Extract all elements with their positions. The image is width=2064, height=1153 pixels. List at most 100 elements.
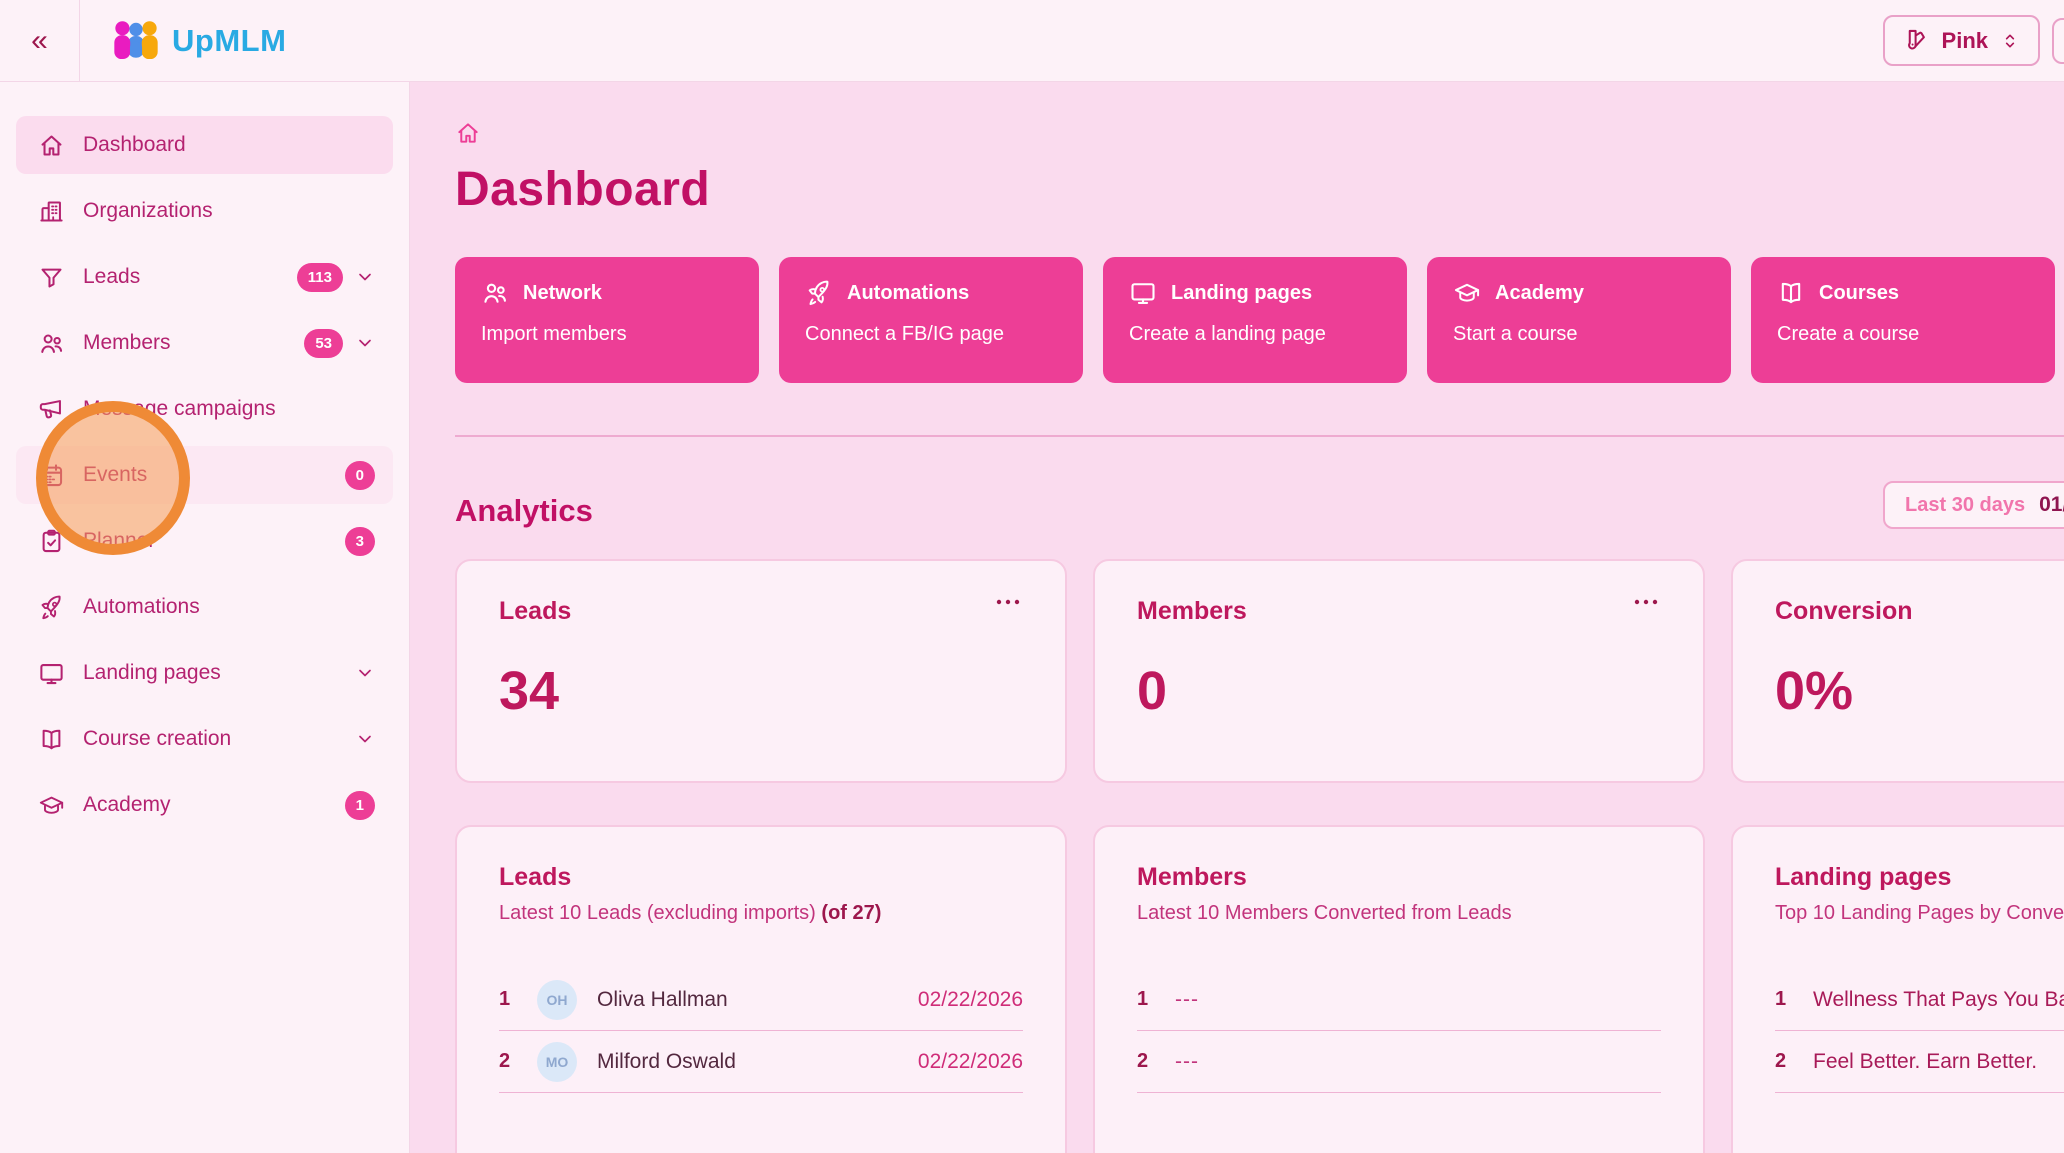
date-range-picker[interactable]: Last 30 days 01/2 (1883, 481, 2064, 529)
top-bar: « UpMLM Pink (0, 0, 2064, 82)
breadcrumb-home-icon[interactable] (455, 120, 481, 146)
sidebar-item-members[interactable]: Members 53 (16, 314, 393, 372)
landing-page-name: Wellness That Pays You Back (1813, 987, 2064, 1011)
list-item[interactable]: 1 OH Oliva Hallman 02/22/2026 (499, 969, 1023, 1031)
chevron-down-icon[interactable] (355, 267, 375, 287)
quick-action-courses[interactable]: Courses Create a course (1751, 257, 2055, 383)
quick-action-landing-pages[interactable]: Landing pages Create a landing page (1103, 257, 1407, 383)
analytics-title: Analytics (455, 493, 593, 528)
list-card-subtitle-text: Latest 10 Leads (excluding imports) (499, 902, 822, 924)
sidebar-item-academy[interactable]: Academy 1 (16, 776, 393, 834)
sidebar-collapse-button[interactable]: « (0, 0, 80, 82)
swatch-icon (1907, 29, 1925, 50)
list-card-subtitle: Top 10 Landing Pages by Conversion (1775, 902, 2064, 924)
sidebar-item-automations[interactable]: Automations (16, 578, 393, 636)
quick-action-automations[interactable]: Automations Connect a FB/IG page (779, 257, 1083, 383)
page-title: Dashboard (455, 163, 711, 216)
lead-date: 02/22/2026 (917, 987, 1023, 1011)
list-cards-row: Leads Latest 10 Leads (excluding imports… (455, 825, 2064, 1153)
list-card-title: Members (1137, 863, 1247, 891)
row-number: 1 (499, 988, 511, 1010)
upmlm-logo-icon (110, 19, 162, 63)
list-card-leads: Leads Latest 10 Leads (excluding imports… (455, 825, 1067, 1153)
chevron-down-icon[interactable] (355, 333, 375, 353)
member-name: --- (1175, 987, 1199, 1011)
sidebar-item-label: Academy (83, 793, 171, 816)
open-book-icon (1781, 282, 1801, 304)
sidebar-item-events[interactable]: Events 0 (16, 446, 393, 504)
stat-card-value: 0% (1775, 661, 1854, 721)
sidebar-item-label: Message campaigns (83, 397, 276, 420)
updown-chevron-icon (2005, 33, 2015, 47)
leads-count-badge: 113 (296, 262, 343, 292)
quick-action-network[interactable]: Network Import members (455, 257, 759, 383)
graduation-cap-icon (39, 796, 64, 814)
section-divider (455, 435, 2064, 437)
theme-select[interactable]: Pink (1882, 15, 2040, 66)
stat-card-conversion: Conversion 0% (1731, 559, 2064, 783)
open-book-icon (42, 729, 61, 749)
row-number: 1 (1137, 988, 1149, 1010)
quick-action-subtitle: Import members (481, 323, 627, 345)
quick-action-academy[interactable]: Academy Start a course (1427, 257, 1731, 383)
sidebar-item-organizations[interactable]: Organizations (16, 182, 393, 240)
quick-action-subtitle: Connect a FB/IG page (805, 323, 1005, 345)
quick-actions-row: Network Import members Automations Conne… (455, 257, 2064, 383)
list-item[interactable]: 1 --- (1137, 969, 1661, 1031)
sidebar: Dashboard Organizations Leads 113 Member… (0, 82, 410, 1153)
chevron-down-icon[interactable] (355, 663, 375, 683)
sidebar-item-dashboard[interactable]: Dashboard (16, 116, 393, 174)
planner-count-badge: 3 (344, 526, 375, 556)
partial-topbar-button[interactable] (2052, 18, 2064, 64)
sidebar-item-label: Planner (83, 529, 156, 552)
sidebar-item-label: Landing pages (83, 661, 221, 684)
quick-action-subtitle: Create a landing page (1129, 323, 1326, 345)
sidebar-item-message-campaigns[interactable]: Message campaigns (16, 380, 393, 438)
list-item[interactable]: 2 --- (1137, 1031, 1661, 1093)
date-range-label: Last 30 days (1905, 493, 2026, 516)
stat-card-value: 0 (1137, 661, 1168, 721)
rocket-icon (808, 280, 829, 306)
stat-card-value: 34 (499, 661, 560, 721)
lead-name: Milford Oswald (597, 1049, 736, 1073)
stat-cards-row: Leads 34 Members 0 Conversion 0% (455, 559, 2064, 783)
quick-action-title: Automations (847, 281, 970, 304)
avatar: OH (537, 979, 577, 1020)
sidebar-item-landing-pages[interactable]: Landing pages (16, 644, 393, 702)
home-icon (41, 134, 62, 156)
sidebar-item-label: Automations (83, 595, 200, 618)
brand-name: UpMLM (172, 22, 287, 58)
users-icon (484, 283, 506, 303)
sidebar-item-label: Members (83, 331, 171, 354)
lead-date: 02/22/2026 (917, 1049, 1023, 1073)
quick-action-title: Academy (1495, 281, 1584, 304)
stat-card-title: Members (1137, 597, 1247, 625)
list-item[interactable]: 2 Feel Better. Earn Better. (1775, 1031, 2064, 1093)
ellipsis-menu-icon[interactable] (993, 597, 1023, 607)
clipboard-check-icon (42, 529, 61, 552)
brand[interactable]: UpMLM (110, 19, 286, 63)
users-icon (41, 334, 63, 353)
row-number: 1 (1775, 988, 1787, 1010)
list-card-subtitle-count: (of 27) (821, 902, 882, 924)
monitor-icon (40, 663, 63, 684)
sidebar-item-planner[interactable]: Planner 3 (16, 512, 393, 570)
sidebar-item-leads[interactable]: Leads 113 (16, 248, 393, 306)
row-number: 2 (1137, 1050, 1149, 1072)
theme-select-value: Pink (1941, 27, 1988, 53)
quick-action-title: Landing pages (1171, 281, 1313, 304)
stat-card-title: Leads (499, 597, 572, 625)
list-item[interactable]: 2 MO Milford Oswald 02/22/2026 (499, 1031, 1023, 1093)
building-icon (40, 200, 63, 222)
sidebar-item-label: Events (83, 463, 148, 486)
sidebar-item-label: Organizations (83, 199, 213, 222)
chevron-down-icon[interactable] (355, 729, 375, 749)
collapse-chevrons-icon: « (31, 23, 48, 57)
stat-card-members: Members 0 (1093, 559, 1705, 783)
sidebar-item-course-creation[interactable]: Course creation (16, 710, 393, 768)
list-item[interactable]: 1 Wellness That Pays You Back (1775, 969, 2064, 1031)
main-content: Dashboard Network Import members Automat… (410, 82, 2064, 1153)
ellipsis-menu-icon[interactable] (1631, 597, 1661, 607)
monitor-icon (1131, 283, 1155, 304)
date-range-value: 01/2 (2039, 493, 2064, 516)
